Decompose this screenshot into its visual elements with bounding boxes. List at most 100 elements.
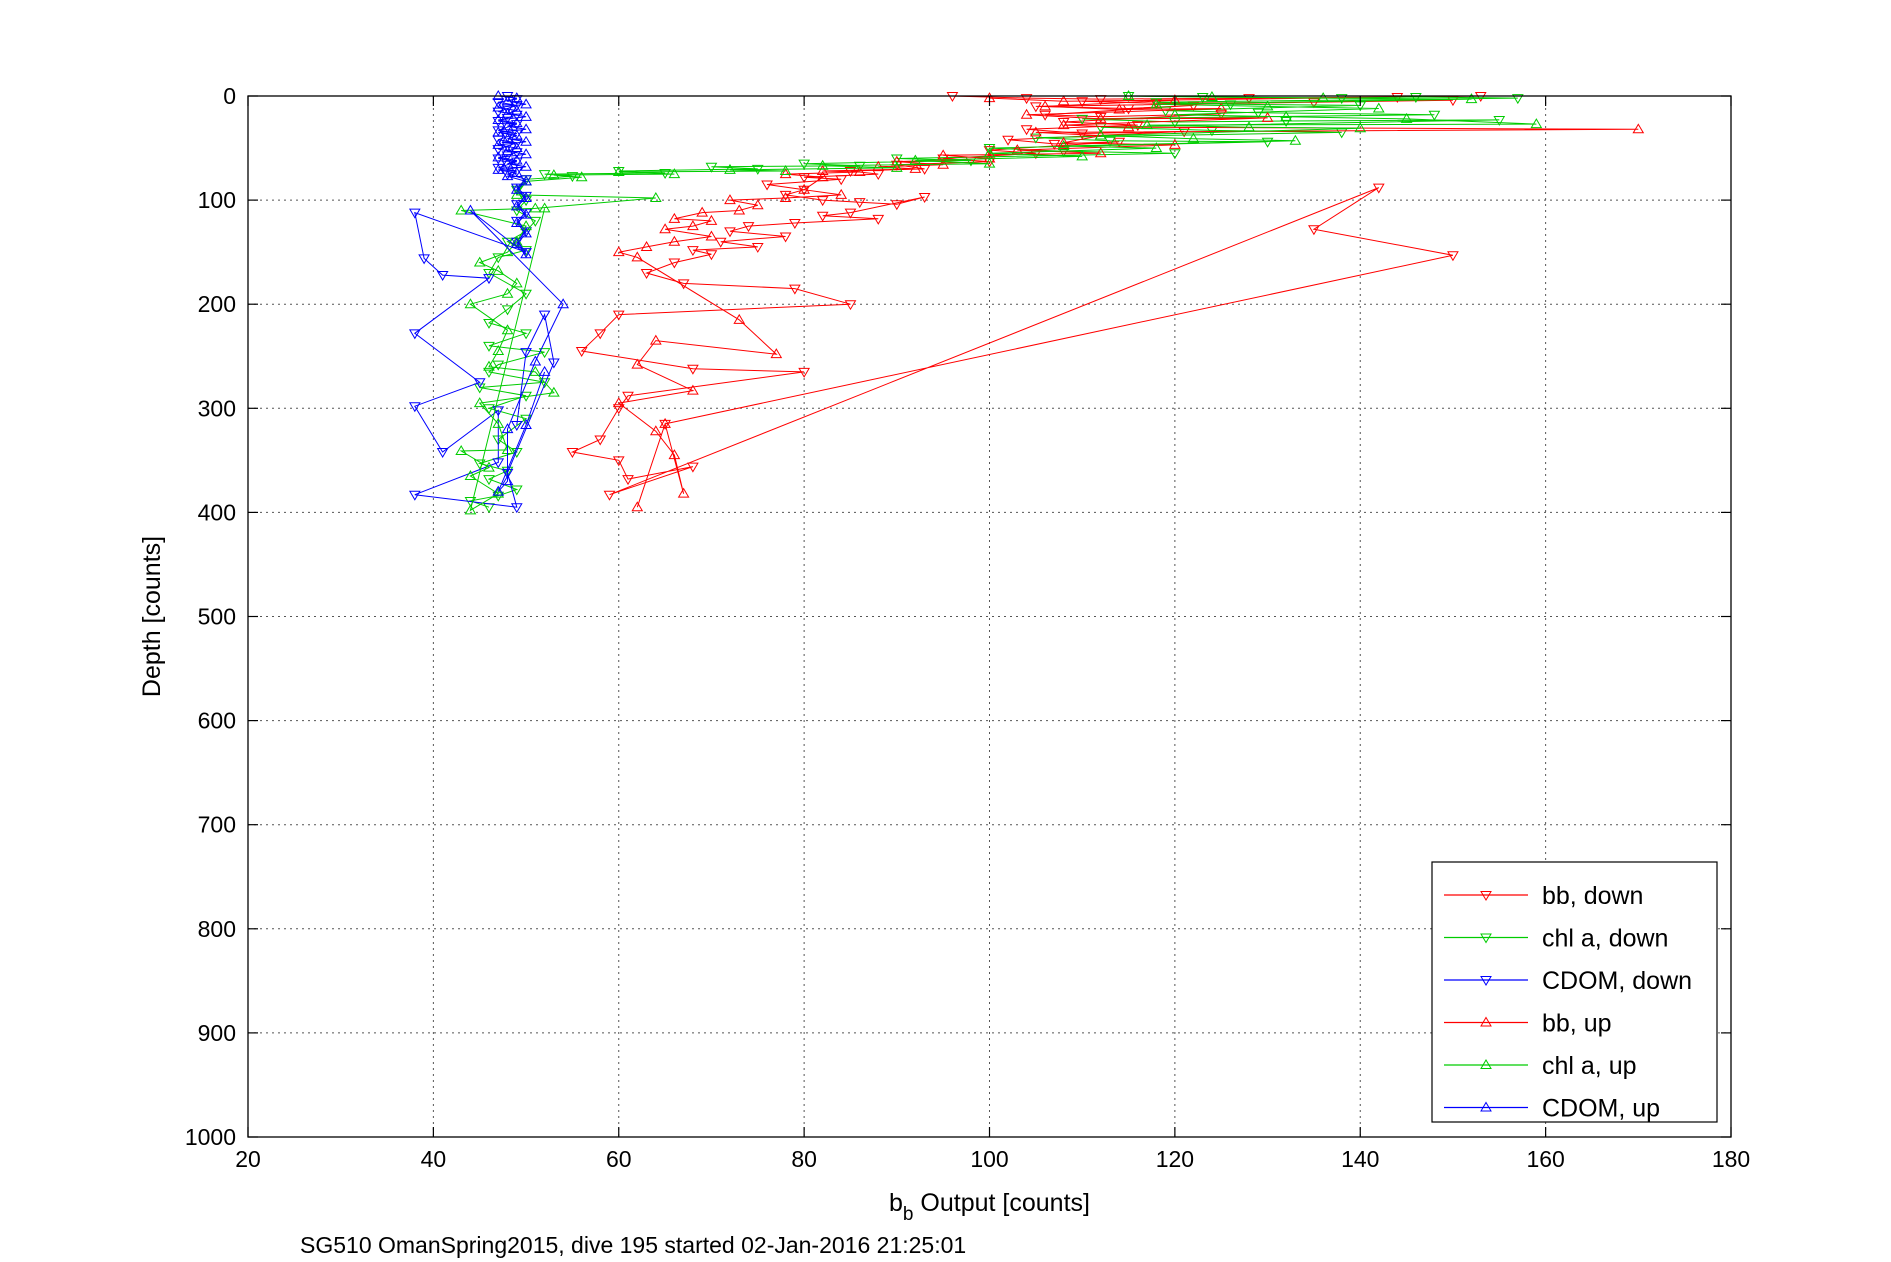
- data-point-bb-up: [649, 334, 662, 345]
- data-point-bb-down: [1020, 94, 1033, 105]
- data-point-bb-down: [751, 242, 764, 253]
- dive-caption: SG510 OmanSpring2015, dive 195 started 0…: [300, 1232, 966, 1258]
- data-point-chl-a-up: [1122, 90, 1135, 100]
- data-point-chl-a-down: [1159, 106, 1172, 117]
- data-point-cdom-down: [492, 145, 505, 156]
- data-point-cdom-up: [520, 248, 532, 259]
- y-tick-label: 100: [198, 187, 236, 213]
- data-point-bb-down: [918, 164, 931, 175]
- data-point-chl-a-down: [1196, 93, 1209, 104]
- data-point-chl-a-up: [983, 157, 996, 168]
- data-point-bb-down: [612, 456, 625, 467]
- data-point-chl-a-down: [529, 216, 542, 227]
- data-point-chl-a-up: [464, 469, 477, 480]
- data-point-chl-a-down: [1261, 137, 1274, 148]
- data-point-chl-a-down: [1335, 94, 1348, 105]
- y-tick-label: 800: [198, 916, 236, 942]
- data-point-bb-up: [668, 235, 681, 246]
- axis-ticks: [247, 95, 1732, 1138]
- data-point-bb-down: [705, 250, 718, 261]
- data-point-bb-down: [1048, 139, 1061, 150]
- data-point-chl-a-down: [483, 341, 495, 352]
- data-point-chl-a-up: [1141, 119, 1153, 130]
- data-point-bb-up: [724, 194, 736, 205]
- legend-label: bb, down: [1542, 882, 1643, 910]
- data-point-bb-up: [779, 168, 792, 179]
- data-point-bb-up: [668, 212, 681, 223]
- data-point-chl-a-down: [538, 378, 551, 389]
- data-point-bb-up: [640, 240, 653, 251]
- data-point-bb-up: [612, 246, 625, 257]
- data-point-chl-a-down: [483, 475, 495, 486]
- data-point-bb-up: [733, 204, 746, 215]
- x-axis-label-rest: Output [counts]: [913, 1189, 1090, 1217]
- data-point-bb-up: [612, 397, 625, 408]
- data-point-cdom-up: [492, 113, 505, 124]
- data-point-chl-a-up: [983, 147, 996, 158]
- data-point-bb-up: [1011, 144, 1024, 155]
- data-point-bb-down: [1094, 95, 1107, 106]
- data-point-bb-down: [612, 310, 625, 321]
- data-point-chl-a-up: [492, 264, 505, 275]
- data-point-cdom-down: [436, 271, 449, 282]
- data-point-bb-down: [622, 475, 634, 486]
- data-point-cdom-up: [510, 92, 523, 103]
- data-point-bb-up: [677, 487, 690, 498]
- data-point-cdom-up: [492, 163, 505, 174]
- data-point-chl-a-down: [1409, 93, 1422, 104]
- data-point-cdom-down: [492, 154, 505, 165]
- data-point-chl-a-up: [909, 154, 922, 165]
- legend-label: CDOM, down: [1542, 967, 1692, 995]
- data-point-cdom-up: [492, 151, 505, 162]
- data-point-chl-a-up: [1150, 142, 1163, 153]
- data-point-bb-down: [1308, 98, 1320, 109]
- data-point-chl-a-down: [483, 268, 495, 279]
- data-point-cdom-up: [510, 117, 523, 128]
- data-point-bb-down: [659, 419, 671, 430]
- data-point-bb-down: [566, 448, 579, 459]
- data-point-chl-a-down: [1493, 115, 1506, 126]
- data-point-chl-a-up: [473, 256, 486, 267]
- data-point-bb-up: [705, 214, 718, 225]
- data-point-bb-up: [687, 384, 699, 395]
- legend-marker: [1480, 976, 1492, 986]
- data-point-bb-up: [779, 192, 792, 203]
- data-point-chl-a-up: [547, 386, 560, 397]
- data-point-chl-a-up: [1076, 150, 1089, 161]
- data-point-bb-down: [575, 347, 588, 358]
- data-point-cdom-up: [520, 148, 532, 159]
- data-point-chl-a-up: [483, 461, 495, 472]
- data-point-bb-up: [659, 417, 671, 428]
- data-point-bb-up: [631, 251, 644, 262]
- data-point-cdom-down: [510, 120, 523, 131]
- data-point-bb-down: [844, 208, 857, 219]
- data-point-bb-up: [1057, 136, 1070, 147]
- series-line-cdom-down: [413, 95, 555, 508]
- series-line-cdom-up: [470, 95, 564, 492]
- data-point-bb-up: [659, 223, 671, 234]
- data-point-bb-down: [835, 175, 848, 186]
- data-point-cdom-down: [436, 448, 449, 459]
- data-point-cdom-up: [464, 204, 477, 215]
- series-line-chl-a-up: [459, 95, 1537, 512]
- data-point-cdom-up: [520, 160, 532, 171]
- data-point-bb-down: [983, 146, 996, 157]
- data-point-chl-a-down: [501, 305, 514, 316]
- legend-entry-bb-down: bb, down: [1444, 882, 1643, 910]
- data-point-bb-down: [1131, 121, 1144, 132]
- data-point-bb-up: [1261, 111, 1274, 122]
- x-tick-label: 60: [606, 1146, 632, 1172]
- data-point-bb-down: [872, 170, 885, 181]
- data-point-bb-down: [1057, 118, 1070, 129]
- data-point-bb-down: [687, 364, 699, 375]
- data-point-bb-up: [1029, 126, 1042, 137]
- data-point-chl-a-up: [473, 397, 486, 408]
- data-point-bb-down: [742, 222, 755, 233]
- data-point-cdom-up: [520, 208, 532, 219]
- data-point-cdom-down: [501, 123, 514, 134]
- data-point-chl-a-up: [668, 168, 681, 179]
- x-tick-label: 120: [1156, 1146, 1194, 1172]
- legend-label: bb, up: [1542, 1010, 1612, 1038]
- data-point-chl-a-up: [1094, 129, 1107, 140]
- data-point-bb-down: [603, 490, 616, 501]
